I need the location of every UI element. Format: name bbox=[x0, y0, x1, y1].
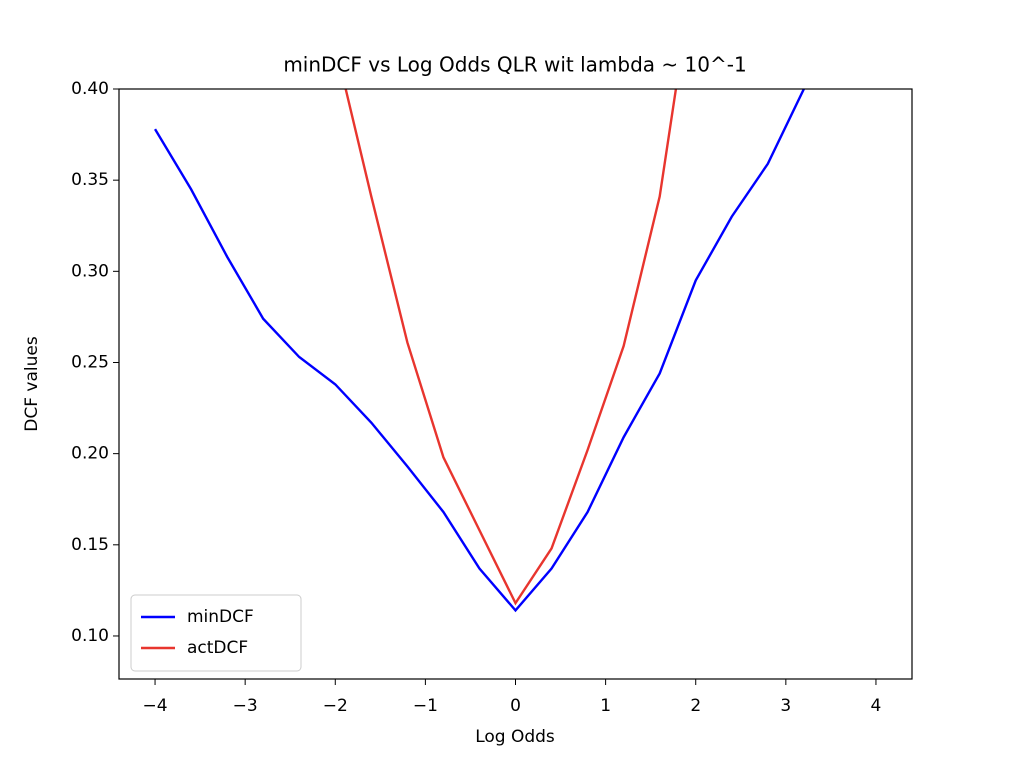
y-axis-label: DCF values bbox=[22, 336, 42, 432]
x-tick-label: 4 bbox=[871, 696, 882, 716]
legend-label: minDCF bbox=[187, 607, 254, 627]
y-tick-label: 0.25 bbox=[71, 352, 109, 372]
y-tick-label: 0.15 bbox=[71, 535, 109, 555]
x-tick-label: 0 bbox=[510, 696, 521, 716]
x-tick-label: 3 bbox=[780, 696, 791, 716]
y-tick-label: 0.35 bbox=[71, 170, 109, 190]
x-tick-label: 2 bbox=[690, 696, 701, 716]
y-tick-label: 0.30 bbox=[71, 261, 109, 281]
data-line bbox=[344, 89, 678, 606]
y-tick-label: 0.10 bbox=[71, 626, 109, 646]
y-tick-label: 0.20 bbox=[71, 444, 109, 464]
chart-title: minDCF vs Log Odds QLR wit lambda ~ 10^-… bbox=[283, 53, 746, 77]
x-tick-label: −3 bbox=[233, 696, 258, 716]
x-tick-label: −1 bbox=[413, 696, 438, 716]
legend-box bbox=[130, 594, 302, 672]
y-tick-label: 0.40 bbox=[71, 79, 109, 99]
plot-area bbox=[154, 89, 805, 613]
x-tick-label: 1 bbox=[600, 696, 611, 716]
x-tick-label: −4 bbox=[143, 696, 168, 716]
legend-label: actDCF bbox=[187, 638, 248, 658]
plot-frame bbox=[118, 88, 913, 680]
x-axis-label: Log Odds bbox=[475, 727, 555, 747]
x-tick-label: −2 bbox=[323, 696, 348, 716]
data-line bbox=[154, 89, 805, 613]
